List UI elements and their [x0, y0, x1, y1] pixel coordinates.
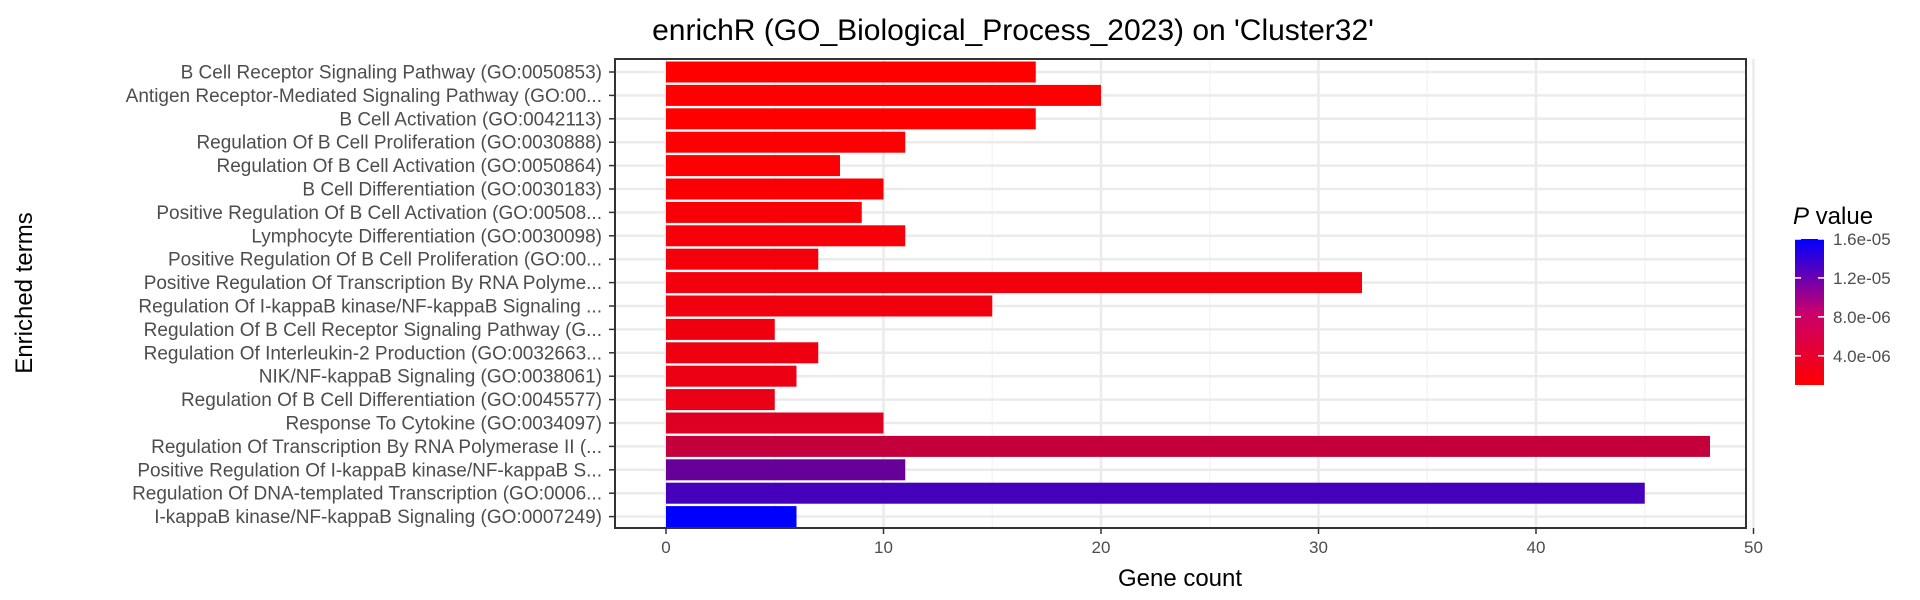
- bar: [666, 435, 1710, 457]
- y-tick-label: NIK/NF-kappaB Signaling (GO:0038061): [259, 367, 602, 388]
- bar: [666, 248, 819, 270]
- panel-border: [614, 58, 1747, 529]
- bar: [666, 506, 797, 528]
- y-tick-label: Positive Regulation Of Transcription By …: [144, 273, 602, 294]
- bar: [666, 295, 993, 317]
- bar: [666, 412, 884, 434]
- bar: [666, 482, 1645, 504]
- legend-title-italic: P: [1793, 203, 1809, 230]
- bar: [666, 459, 906, 481]
- bars: [666, 61, 1710, 528]
- y-tick-label: B Cell Receptor Signaling Pathway (GO:00…: [181, 63, 602, 84]
- chart-title: enrichR (GO_Biological_Process_2023) on …: [652, 14, 1374, 47]
- y-tick-label: Regulation Of B Cell Proliferation (GO:0…: [196, 133, 602, 154]
- bar: [666, 365, 797, 387]
- x-tick-label: 10: [874, 538, 893, 557]
- y-tick-label: Antigen Receptor-Mediated Signaling Path…: [126, 86, 602, 107]
- category-labels: B Cell Receptor Signaling Pathway (GO:00…: [126, 63, 615, 528]
- bar: [666, 201, 862, 223]
- y-tick-label: I-kappaB kinase/NF-kappaB Signaling (GO:…: [154, 507, 602, 528]
- y-tick-label: B Cell Differentiation (GO:0030183): [302, 180, 602, 201]
- y-tick-label: Regulation Of Interleukin-2 Production (…: [144, 343, 602, 364]
- y-tick-label: Regulation Of Transcription By RNA Polym…: [151, 437, 602, 458]
- legend-tick-label: 8.0e-06: [1833, 308, 1891, 327]
- y-tick-label: Positive Regulation Of B Cell Proliferat…: [168, 250, 602, 271]
- y-tick-label: Regulation Of B Cell Differentiation (GO…: [181, 390, 602, 411]
- legend-title: P value: [1793, 203, 1873, 230]
- bar: [666, 131, 906, 153]
- legend-tick-label: 1.2e-05: [1833, 269, 1891, 288]
- y-tick-label: Response To Cytokine (GO:0034097): [286, 414, 603, 435]
- bar: [666, 389, 775, 411]
- legend-colorbar: [1795, 239, 1824, 385]
- bar: [666, 155, 840, 177]
- legend-tick-label: 1.6e-05: [1833, 230, 1891, 249]
- y-tick-label: Regulation Of B Cell Receptor Signaling …: [144, 320, 602, 341]
- x-tick-label: 20: [1092, 538, 1111, 557]
- legend-title-rest: value: [1809, 203, 1873, 230]
- x-tick-label: 30: [1309, 538, 1328, 557]
- y-tick-label: Positive Regulation Of B Cell Activation…: [156, 203, 602, 224]
- y-axis-title: Enriched terms: [11, 212, 38, 373]
- bar: [666, 178, 884, 200]
- legend-ticks: 1.6e-05 1.2e-05 8.0e-06 4.0e-06: [1795, 230, 1891, 366]
- x-tick-label: 40: [1527, 538, 1546, 557]
- bar: [666, 272, 1362, 294]
- y-tick-label: Lymphocyte Differentiation (GO:0030098): [251, 226, 602, 247]
- y-tick-label: B Cell Activation (GO:0042113): [339, 109, 602, 130]
- x-tick-label: 0: [661, 538, 670, 557]
- y-tick-label: Regulation Of I-kappaB kinase/NF-kappaB …: [138, 297, 602, 318]
- y-tick-label: Regulation Of DNA-templated Transcriptio…: [132, 484, 602, 505]
- bar: [666, 108, 1036, 130]
- legend: P value 1.6e-05 1.2e-05 8.0e-06 4.0e-06: [1793, 203, 1891, 385]
- y-tick-label: Regulation Of B Cell Activation (GO:0050…: [217, 156, 602, 177]
- bar: [666, 225, 906, 247]
- y-tick-label: Positive Regulation Of I-kappaB kinase/N…: [137, 460, 602, 481]
- x-axis-title: Gene count: [1118, 565, 1242, 592]
- bar: [666, 318, 775, 340]
- bar: [666, 342, 819, 364]
- x-axis-ticks: 0 10 20 30 40 50: [661, 528, 1763, 557]
- legend-tick-label: 4.0e-06: [1833, 347, 1891, 366]
- x-tick-label: 50: [1744, 538, 1763, 557]
- grid: [615, 59, 1755, 528]
- bar: [666, 84, 1101, 106]
- bar: [666, 61, 1036, 83]
